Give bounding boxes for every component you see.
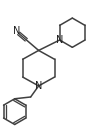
Text: N: N — [55, 35, 63, 45]
Text: N: N — [35, 81, 42, 91]
Text: N: N — [13, 26, 20, 36]
